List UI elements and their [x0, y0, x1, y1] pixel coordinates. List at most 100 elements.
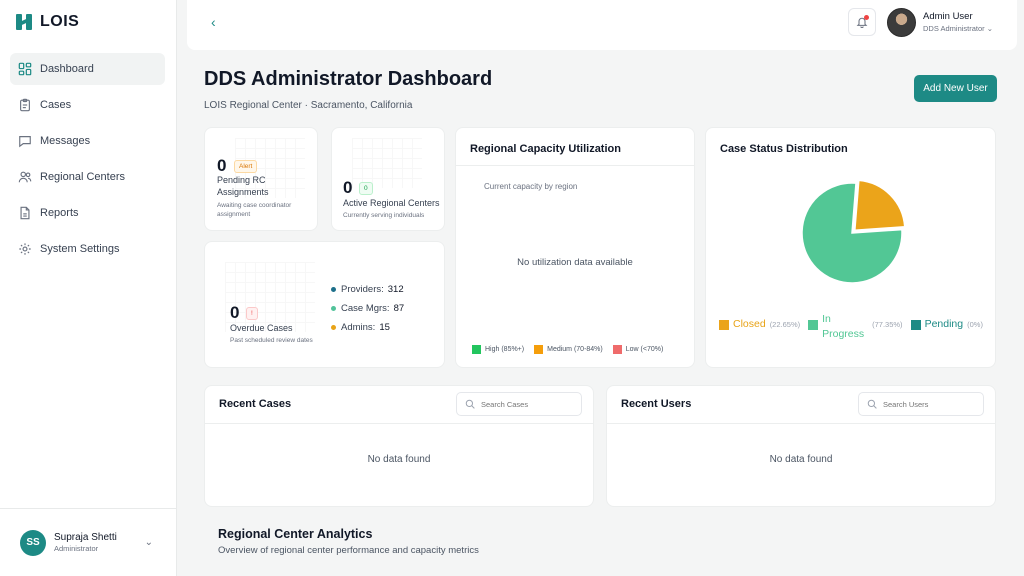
legend-label: Closed	[733, 318, 766, 330]
bullet-dot	[331, 325, 336, 330]
recent-cases-empty: No data found	[367, 454, 431, 465]
sidebar-user-name: Supraja Shetti	[54, 532, 117, 543]
overdue-sub: Past scheduled review dates	[230, 337, 313, 344]
breakdown-value: 312	[387, 284, 404, 295]
sidebar-item-cases[interactable]: Cases	[10, 89, 165, 121]
pending-rc-sub: Awaiting case coordinator assignment	[217, 202, 292, 218]
bullet-dot	[331, 287, 336, 292]
pie-slice-in-progress[interactable]	[801, 182, 903, 284]
legend-item-low: Low (<70%)	[612, 345, 664, 354]
overdue-badge: !	[246, 307, 258, 320]
legend-label: Low (<70%)	[625, 346, 664, 353]
active-regional-centers-card: 0 0 Active Regional Centers Currently se…	[331, 127, 445, 231]
list-item: Case Mgrs: 87	[331, 299, 404, 318]
search-users-input[interactable]	[883, 399, 983, 409]
legend-pct: (77.35%)	[872, 320, 903, 329]
case-status-legend: Closed (22.65%) In Progress (77.35%) Pen…	[719, 313, 991, 342]
top-bar: ‹ Admin User DDS Administrator ⌄	[187, 0, 1017, 50]
breakdown-label: Case Mgrs:	[341, 303, 390, 314]
active-rc-count: 0	[343, 178, 353, 197]
search-cases-input[interactable]	[481, 399, 581, 409]
page-subtitle: LOIS Regional Center · Sacramento, Calif…	[204, 100, 413, 111]
chevron-down-icon: ⌄	[986, 24, 994, 33]
notification-dot	[864, 15, 869, 20]
legend-item-closed: Closed (22.65%)	[719, 318, 800, 330]
legend-item-in-progress: In Progress (77.35%)	[808, 313, 903, 342]
case-status-card: Case Status Distribution Closed (22.65%)…	[705, 127, 996, 368]
search-cases-field[interactable]	[456, 392, 582, 416]
file-icon	[20, 206, 30, 220]
legend-label: Pending	[924, 318, 964, 330]
active-rc-sub: Currently serving individuals	[343, 212, 425, 219]
sidebar-item-system-settings[interactable]: System Settings	[10, 233, 165, 265]
notifications-button[interactable]	[848, 8, 876, 36]
message-icon	[19, 136, 31, 148]
page-title: DDS Administrator Dashboard	[204, 68, 493, 90]
overdue-cases-card: 0 ! Overdue Cases Past scheduled review …	[204, 241, 445, 368]
avatar: SS	[20, 529, 46, 556]
sidebar-user-role: Administrator	[54, 544, 99, 553]
list-item: Providers: 312	[331, 280, 404, 299]
legend-pct: (0%)	[967, 320, 983, 329]
top-user-role: DDS Administrator	[923, 24, 985, 33]
sidebar-item-label: Dashboard	[40, 63, 94, 75]
search-icon	[465, 399, 475, 409]
legend-item-high: High (85%+)	[472, 345, 524, 354]
user-menu[interactable]: Admin User DDS Administrator ⌄	[923, 11, 993, 33]
recent-cases-card: Recent Cases No data found	[204, 385, 594, 507]
sidebar-item-label: System Settings	[40, 243, 120, 255]
legend-label: High (85%+)	[485, 346, 525, 353]
sidebar-item-messages[interactable]: Messages	[10, 125, 165, 157]
capacity-empty-state: No utilization data available	[517, 257, 633, 268]
legend-label: Medium (70-84%)	[547, 346, 603, 353]
list-item: Admins: 15	[331, 318, 404, 337]
pending-rc-card: 0 Alert Pending RC Assignments Awaiting …	[204, 127, 318, 231]
recent-users-empty: No data found	[769, 454, 833, 465]
grid-icon	[18, 62, 32, 76]
legend-item-pending: Pending (0%)	[910, 318, 983, 330]
sidebar-item-dashboard[interactable]: Dashboard	[10, 53, 165, 85]
sidebar-item-label: Reports	[40, 207, 79, 219]
overdue-label: Overdue Cases	[230, 323, 293, 333]
sidebar-item-label: Cases	[40, 99, 72, 111]
search-icon	[867, 399, 877, 409]
capacity-title: Regional Capacity Utilization	[470, 143, 621, 155]
sidebar-nav: Dashboard Cases Messages Regional Center…	[10, 53, 165, 269]
gear-icon	[19, 243, 31, 255]
sidebar-item-regional-centers[interactable]: Regional Centers	[10, 161, 165, 193]
case-status-pie-chart	[801, 179, 906, 284]
top-user-name: Admin User	[923, 11, 973, 22]
sidebar-item-reports[interactable]: Reports	[10, 197, 165, 229]
logo-text: LOIS	[40, 13, 80, 30]
sidebar-item-label: Messages	[40, 135, 91, 147]
bullet-dot	[331, 306, 336, 311]
back-chevron-icon[interactable]: ‹	[211, 14, 216, 30]
case-status-title: Case Status Distribution	[720, 143, 848, 155]
capacity-subtitle: Current capacity by region	[484, 182, 578, 191]
legend-label: In Progress	[822, 313, 865, 340]
active-rc-label: Active Regional Centers	[343, 198, 440, 208]
pie-slice-closed[interactable]	[854, 179, 906, 231]
sidebar: LOIS Dashboard Cases Messages Regional C…	[0, 0, 177, 576]
user-avatar[interactable]	[887, 8, 916, 37]
alert-badge: Alert	[234, 160, 258, 173]
breakdown-label: Providers:	[341, 284, 384, 295]
sidebar-user-card[interactable]: SS Supraja Shetti Administrator ⌄	[0, 508, 177, 576]
app-logo[interactable]: LOIS	[16, 12, 79, 32]
recent-cases-title: Recent Cases	[219, 398, 292, 410]
capacity-legend: High (85%+) Medium (70-84%) Low (<70%)	[472, 345, 663, 354]
sidebar-item-label: Regional Centers	[40, 171, 125, 183]
legend-item-medium: Medium (70-84%)	[534, 345, 603, 354]
add-new-user-button[interactable]: Add New User	[914, 75, 997, 102]
recent-users-card: Recent Users No data found	[606, 385, 996, 507]
users-icon	[18, 171, 32, 183]
chevron-down-icon[interactable]: ⌄	[144, 537, 153, 548]
clipboard-icon	[20, 98, 30, 112]
analytics-title: Regional Center Analytics	[218, 527, 373, 541]
recent-users-title: Recent Users	[621, 398, 692, 410]
user-breakdown-list: Providers: 312 Case Mgrs: 87 Admins: 15	[331, 280, 404, 337]
legend-pct: (22.65%)	[769, 320, 801, 329]
pending-rc-count: 0	[217, 156, 227, 175]
search-users-field[interactable]	[858, 392, 984, 416]
pending-rc-label: Pending RC Assignments	[217, 175, 269, 197]
